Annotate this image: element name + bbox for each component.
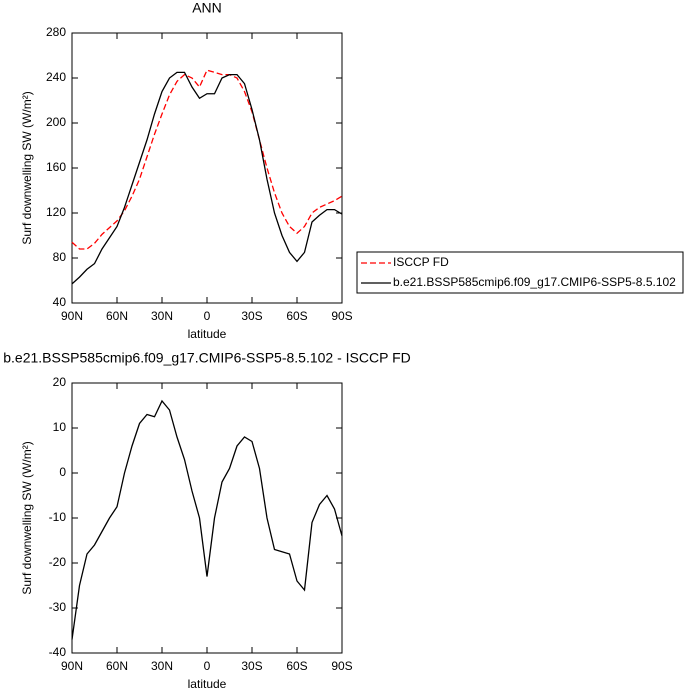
y-tick-label: -40 (49, 645, 67, 659)
chart-title: ANN (192, 0, 222, 16)
y-tick-label: 20 (53, 375, 67, 389)
y-tick-label: -10 (49, 510, 67, 524)
y-axis-label: Surf downwelling SW (W/m²) (20, 91, 34, 244)
x-tick-label: 60S (286, 309, 307, 323)
legend-label: b.e21.BSSP585cmip6.f09_g17.CMIP6-SSP5-8.… (393, 275, 676, 289)
x-tick-label: 30N (151, 659, 173, 673)
y-tick-label: 80 (53, 250, 67, 264)
data-line (71, 399, 343, 640)
y-axis-label: Surf downwelling SW (W/m²) (20, 441, 34, 594)
x-tick-label: 30S (241, 309, 262, 323)
y-tick-label: 40 (53, 295, 67, 309)
data-line (71, 71, 343, 285)
y-tick-label: -30 (49, 600, 67, 614)
y-tick-label: 120 (46, 205, 66, 219)
legend-label: ISCCP FD (393, 255, 449, 269)
x-tick-label: 60S (286, 659, 307, 673)
x-tick-label: 60N (106, 309, 128, 323)
x-tick-label: 90N (61, 659, 83, 673)
legend-box (356, 251, 684, 294)
y-tick-label: 0 (59, 465, 66, 479)
x-tick-label: 90S (331, 309, 352, 323)
x-tick-label: 60N (106, 659, 128, 673)
y-tick-label: 200 (46, 115, 66, 129)
x-axis-label: latitude (188, 327, 227, 341)
x-axis-label: latitude (188, 677, 227, 691)
y-tick-label: -20 (49, 555, 67, 569)
x-tick-label: 30S (241, 659, 262, 673)
chart-title: b.e21.BSSP585cmip6.f09_g17.CMIP6-SSP5-8.… (3, 350, 411, 366)
x-tick-label: 30N (151, 309, 173, 323)
x-tick-label: 0 (204, 659, 211, 673)
y-tick-label: 240 (46, 70, 66, 84)
data-line (71, 69, 343, 250)
plot-frame (71, 32, 343, 304)
plot-frame (71, 382, 343, 654)
x-tick-label: 90N (61, 309, 83, 323)
y-tick-label: 160 (46, 160, 66, 174)
y-tick-label: 280 (46, 25, 66, 39)
x-tick-label: 90S (331, 659, 352, 673)
y-tick-label: 10 (53, 420, 67, 434)
x-tick-label: 0 (204, 309, 211, 323)
